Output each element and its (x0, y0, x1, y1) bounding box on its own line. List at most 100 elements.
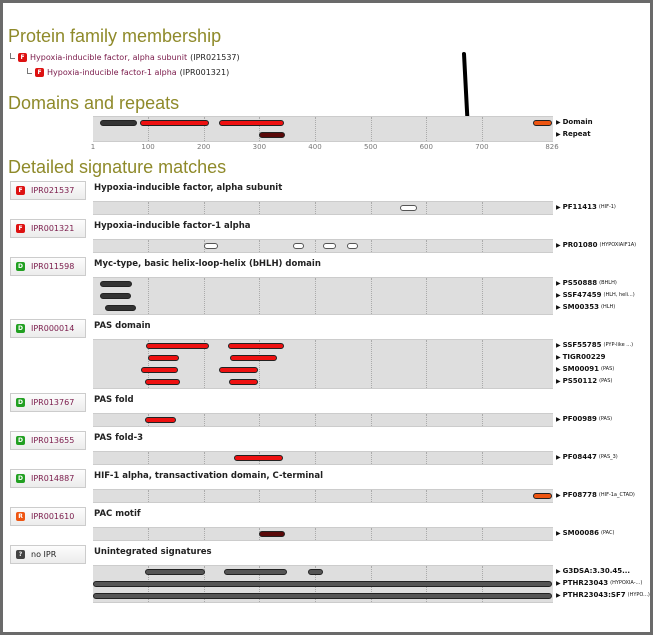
signature-link[interactable]: ▶ PF08447 (PAS_3) (556, 453, 618, 461)
family-type-icon: F (16, 186, 25, 195)
overview-legend-repeat[interactable]: ▶ Repeat (556, 130, 591, 138)
match-bar[interactable] (144, 569, 206, 575)
match-bar[interactable] (230, 355, 277, 361)
match-bar[interactable] (219, 367, 258, 373)
match-bar[interactable] (228, 379, 259, 385)
signature-accession[interactable]: SM00086 (562, 529, 599, 537)
signature-accession[interactable]: SSF55785 (562, 341, 602, 349)
signature-link[interactable]: ▶ PS50112 (PAS) (556, 377, 612, 385)
arrow-right-icon: ▶ (556, 241, 561, 249)
axis-tick-label: 600 (419, 143, 433, 151)
entry-badge-no-IPR[interactable]: ? no IPR (10, 545, 86, 564)
match-bar[interactable] (144, 417, 177, 423)
match-bar[interactable] (93, 581, 552, 587)
match-bar[interactable] (259, 132, 286, 138)
domain-type-icon: D (16, 436, 25, 445)
entry-accession-link[interactable]: IPR014887 (31, 474, 75, 483)
match-bar[interactable] (233, 455, 283, 461)
entry-title: PAC motif (94, 509, 141, 519)
gridline (314, 340, 316, 388)
entry-badge-IPR000014[interactable]: D IPR000014 (10, 319, 86, 338)
match-bar[interactable] (93, 593, 552, 599)
entry-badge-IPR013767[interactable]: D IPR013767 (10, 393, 86, 412)
entry-badge-IPR001610[interactable]: R IPR001610 (10, 507, 86, 526)
arrow-right-icon: ▶ (556, 415, 561, 423)
entry-accession-link[interactable]: IPR000014 (31, 324, 75, 333)
signature-accession[interactable]: PF08447 (562, 453, 597, 461)
match-bar[interactable] (146, 343, 209, 349)
signature-link[interactable]: ▶ PTHR23043:SF7 (HYPO...) (556, 591, 650, 599)
match-bar[interactable] (203, 243, 218, 249)
match-bar[interactable] (100, 281, 133, 287)
match-bar[interactable] (105, 305, 137, 311)
signature-accession[interactable]: G3DSA:3.30.45... (562, 567, 631, 575)
signature-accession[interactable]: PF08778 (562, 491, 597, 499)
overview-legend-domain[interactable]: ▶ Domain (556, 118, 593, 126)
family-item[interactable]: F Hypoxia-inducible factor-1 alpha (IPR0… (27, 67, 229, 77)
signature-link[interactable]: ▶ PR01080 (HYPOXIAIF1A) (556, 241, 636, 249)
signature-accession[interactable]: PTHR23043 (562, 579, 609, 587)
entry-accession-link[interactable]: IPR001321 (31, 224, 75, 233)
match-bar[interactable] (144, 379, 181, 385)
match-bar[interactable] (141, 367, 178, 373)
entry-badge-IPR011598[interactable]: D IPR011598 (10, 257, 86, 276)
signature-link[interactable]: ▶ SSF55785 (PYP-like ...) (556, 341, 633, 349)
entry-accession-link[interactable]: IPR013655 (31, 436, 75, 445)
match-bar[interactable] (532, 493, 552, 499)
signature-link[interactable]: ▶ PTHR23043 (HYPOXIA-...) (556, 579, 642, 587)
entry-accession-link[interactable]: IPR001610 (31, 512, 75, 521)
family-item[interactable]: F Hypoxia-inducible factor, alpha subuni… (10, 52, 240, 62)
signature-accession[interactable]: PF11413 (562, 203, 597, 211)
match-bar[interactable] (292, 243, 304, 249)
match-bar[interactable] (532, 120, 552, 126)
signature-accession[interactable]: PTHR23043:SF7 (562, 591, 626, 599)
family-link[interactable]: Hypoxia-inducible factor, alpha subunit (30, 53, 188, 62)
signature-accession[interactable]: SM00091 (562, 365, 599, 373)
match-bar[interactable] (323, 243, 336, 249)
gridline (259, 340, 261, 388)
signature-accession[interactable]: PS50112 (562, 377, 598, 385)
entry-accession-link[interactable]: IPR011598 (31, 262, 75, 271)
signature-accession[interactable]: SSF47459 (562, 291, 602, 299)
signature-name: (PAS) (598, 416, 613, 422)
match-bar[interactable] (140, 120, 210, 126)
axis-tick-label: 500 (363, 143, 378, 151)
match-bar[interactable] (147, 355, 179, 361)
match-bar[interactable] (399, 205, 417, 211)
entry-badge-IPR014887[interactable]: D IPR014887 (10, 469, 86, 488)
match-bar[interactable] (308, 569, 324, 575)
entry-accession-link[interactable]: IPR021537 (31, 186, 75, 195)
entry-badge-IPR021537[interactable]: F IPR021537 (10, 181, 86, 200)
gridline (259, 202, 261, 214)
entry-badge-IPR013655[interactable]: D IPR013655 (10, 431, 86, 450)
signature-link[interactable]: ▶ TIGR00229 (556, 353, 606, 361)
signature-accession[interactable]: PR01080 (562, 241, 598, 249)
entry-badge-IPR001321[interactable]: F IPR001321 (10, 219, 86, 238)
entry-accession-link[interactable]: no IPR (31, 550, 57, 559)
signature-link[interactable]: ▶ SM00086 (PAC) (556, 529, 614, 537)
match-bar[interactable] (346, 243, 359, 249)
signature-link[interactable]: ▶ SM00091 (PAS) (556, 365, 614, 373)
gridline (481, 490, 483, 502)
signature-link[interactable]: ▶ SM00353 (HLH) (556, 303, 615, 311)
entry-accession-link[interactable]: IPR013767 (31, 398, 75, 407)
match-bar[interactable] (223, 569, 288, 575)
signature-name: (HYPOXIA-...) (610, 580, 643, 586)
match-bar[interactable] (259, 531, 286, 537)
match-bar[interactable] (100, 120, 138, 126)
match-bar[interactable] (100, 293, 132, 299)
signature-link[interactable]: ▶ PF08778 (HIF-1a_CTAD) (556, 491, 635, 499)
signature-accession[interactable]: PS50888 (562, 279, 598, 287)
signature-accession[interactable]: TIGR00229 (562, 353, 606, 361)
family-link[interactable]: Hypoxia-inducible factor-1 alpha (47, 68, 177, 77)
signature-accession[interactable]: SM00353 (562, 303, 599, 311)
match-bar[interactable] (227, 343, 284, 349)
signature-link[interactable]: ▶ PF11413 (HIF-1) (556, 203, 616, 211)
match-bar[interactable] (219, 120, 285, 126)
signature-link[interactable]: ▶ PF00989 (PAS) (556, 415, 612, 423)
signature-accession[interactable]: PF00989 (562, 415, 597, 423)
gridline (370, 202, 372, 214)
signature-link[interactable]: ▶ PS50888 (BHLH) (556, 279, 617, 287)
signature-link[interactable]: ▶ SSF47459 (HLH, heli...) (556, 291, 635, 299)
signature-link[interactable]: ▶ G3DSA:3.30.45... (556, 567, 630, 575)
